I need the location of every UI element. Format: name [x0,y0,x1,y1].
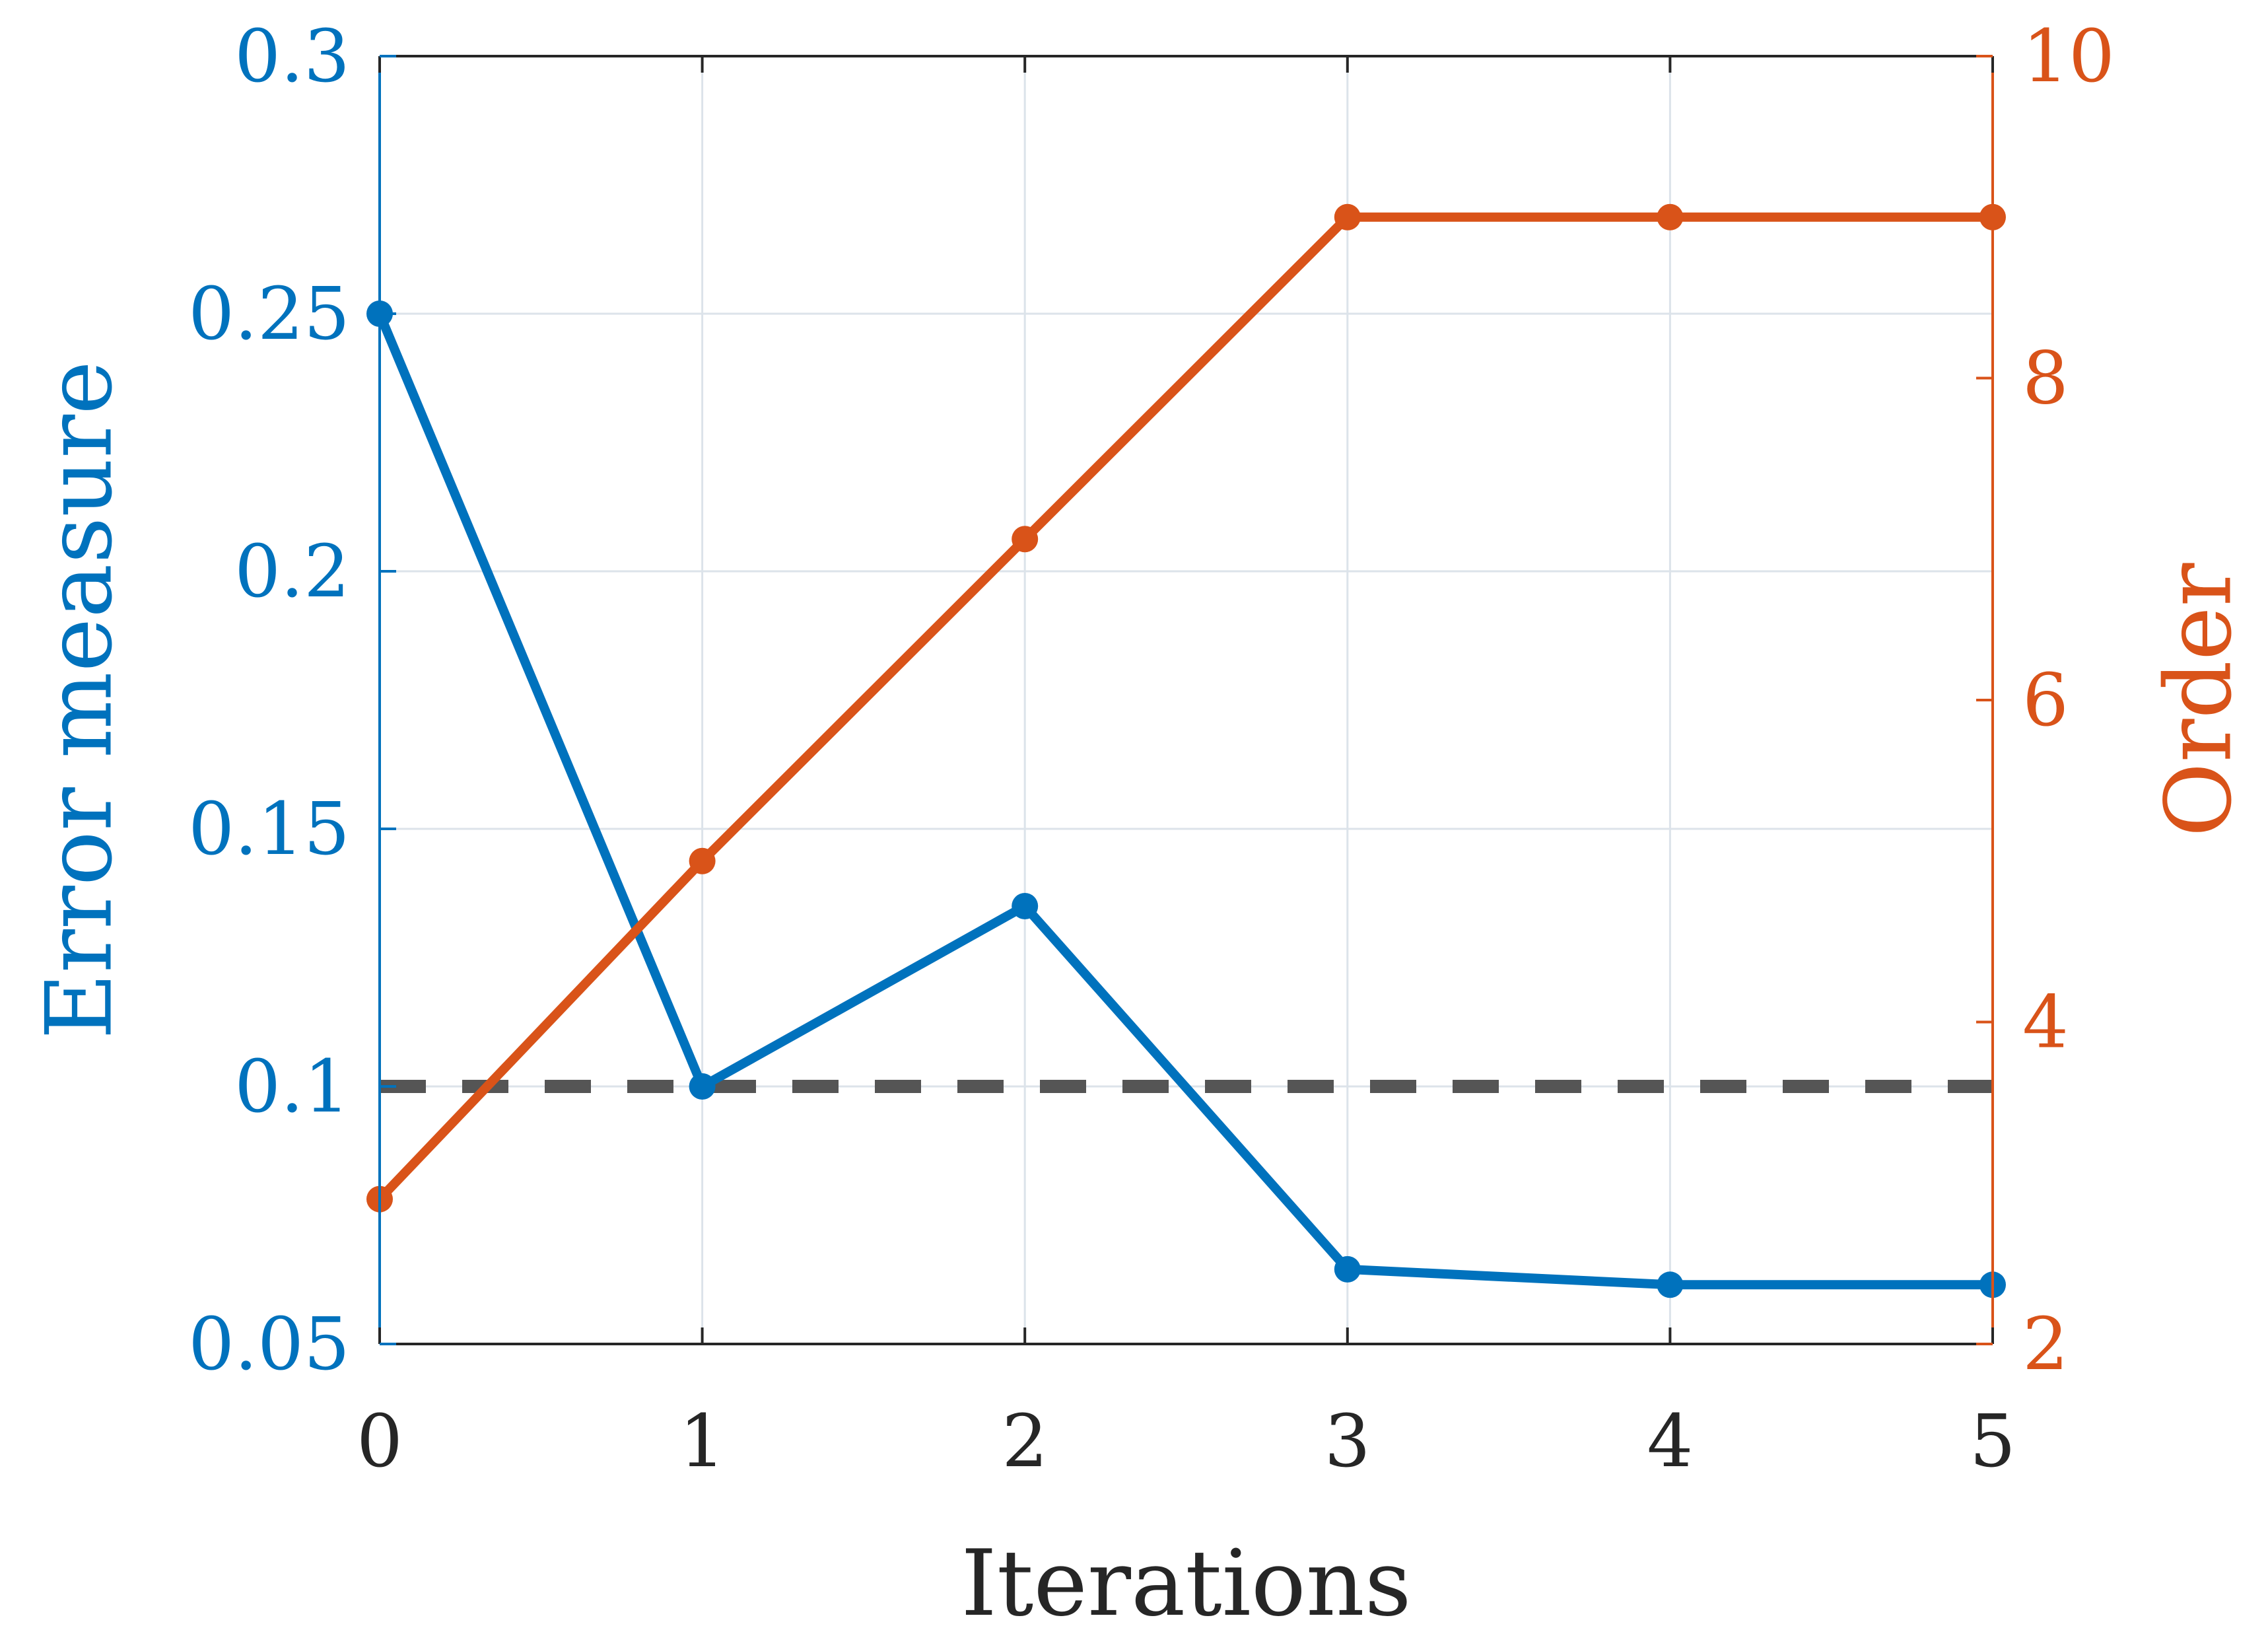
series-layer [366,203,2006,1298]
right-y-tick-label: 4 [2022,980,2069,1065]
error-measure-line [375,312,1993,1290]
axes [378,55,1994,1345]
order-point [689,847,716,874]
x-axis-title: Iterations [961,1530,1411,1626]
error-measure-point [1012,893,1039,919]
left-y-tick-label: 0.2 [234,529,350,614]
right-y-tick-label: 2 [2022,1302,2069,1386]
left-y-axis-title: Error measure [26,361,133,1040]
x-tick-label: 2 [1002,1399,1048,1483]
left-y-tick-label: 0.05 [188,1302,350,1386]
x-tick-label: 1 [679,1399,726,1483]
right-y-axis-title: Order [2146,563,2252,837]
order-point [1657,203,1684,230]
order-point [1334,203,1361,230]
left-y-tick-label: 0.3 [234,14,350,98]
right-y-tick-label: 10 [2022,14,2115,98]
order-line [376,212,1993,1203]
labels: 0 1 2 3 4 5 0.05 0.1 0.15 0.2 0.25 0.3 2 4 6 8 10 [188,14,2115,1483]
right-y-tick-label: 6 [2022,658,2069,742]
right-y-tick-label: 8 [2022,336,2069,421]
grid [380,56,1993,1344]
left-y-tick-label: 0.25 [188,271,350,356]
x-tick-label: 4 [1647,1399,1693,1483]
error-measure-point [689,1073,716,1100]
error-measure-point [1334,1255,1361,1283]
order-point [1012,526,1039,553]
x-tick-label: 5 [1970,1399,2016,1483]
left-y-tick-label: 0.15 [188,787,350,871]
left-y-tick-label: 0.1 [234,1044,350,1129]
x-tick-label: 0 [357,1399,403,1483]
x-tick-label: 3 [1324,1399,1371,1483]
error-measure-point [1657,1271,1684,1298]
